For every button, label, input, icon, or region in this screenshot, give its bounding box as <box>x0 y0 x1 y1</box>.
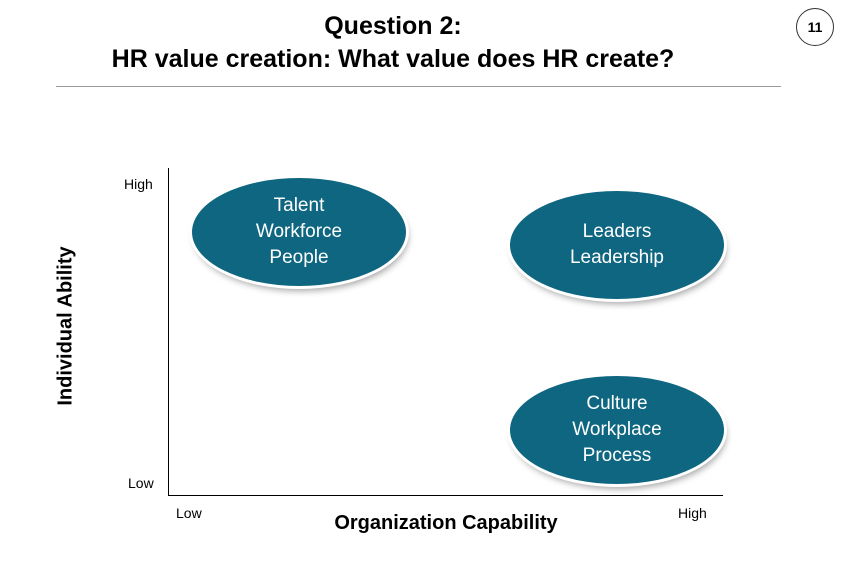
title-line-2: HR value creation: What value does HR cr… <box>111 45 675 73</box>
ellipse-text-line: Process <box>582 445 652 466</box>
y-axis-high-label: High <box>124 176 153 192</box>
y-axis-line <box>168 168 169 495</box>
title-divider <box>56 86 781 87</box>
ellipse-text-line: Leadership <box>569 247 665 268</box>
ellipse-text-line: Workplace <box>572 419 662 440</box>
x-axis-low-label: Low <box>176 505 202 521</box>
x-axis-line <box>168 495 723 496</box>
ellipse-text-line: Culture <box>586 393 648 414</box>
title-line-1: Question 2: <box>324 12 462 40</box>
ellipse-text-line: People <box>269 247 329 268</box>
leaders-ellipse: Leaders Leadership <box>510 191 724 299</box>
talent-ellipse: Talent Workforce People <box>192 178 406 286</box>
y-axis-title-text: Individual Ability <box>54 246 77 406</box>
ellipse-text-line: Workforce <box>255 221 343 242</box>
ellipse-text-line: Leaders <box>582 221 652 242</box>
x-axis-high-label: High <box>678 505 707 521</box>
page-number-badge: 11 <box>796 8 834 46</box>
x-axis-title: Organization Capability <box>334 512 558 534</box>
slide-title: Question 2: HR value creation: What valu… <box>40 10 746 76</box>
ellipse-text-line: Talent <box>273 195 325 216</box>
culture-ellipse: Culture Workplace Process <box>510 376 724 484</box>
y-axis-low-label: Low <box>128 475 154 491</box>
